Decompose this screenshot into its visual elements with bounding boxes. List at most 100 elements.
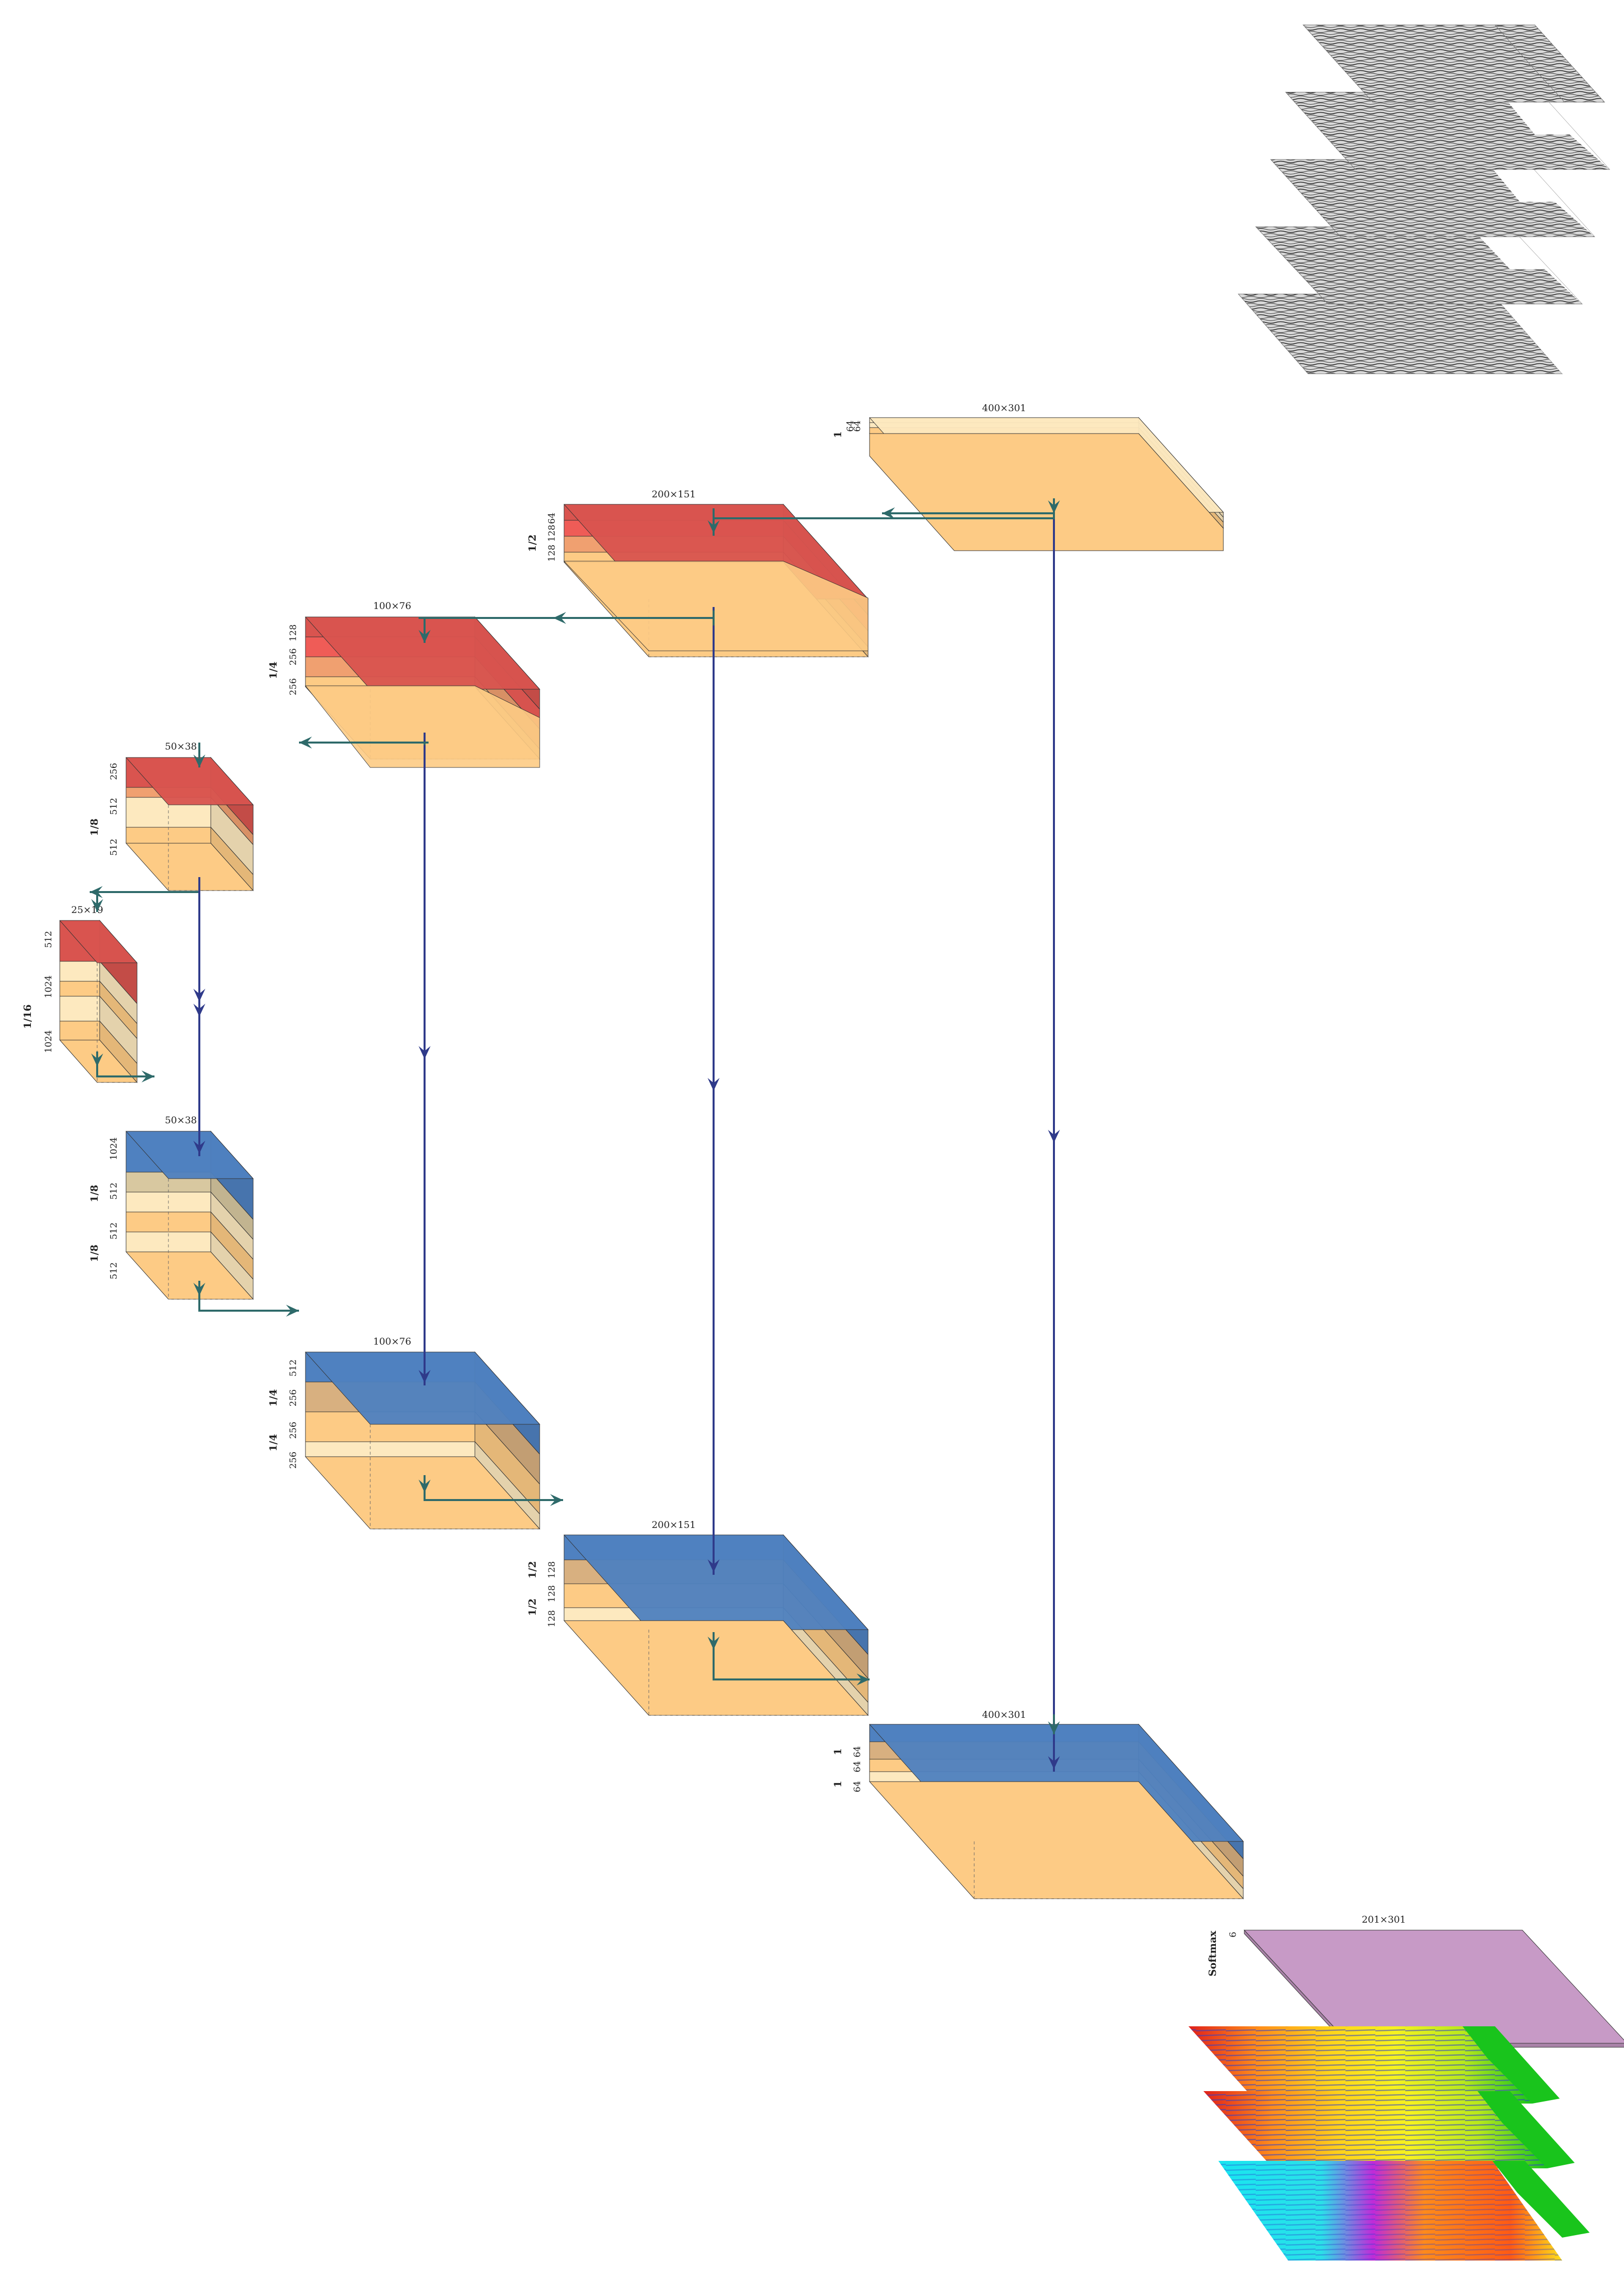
hidden-edge — [974, 1841, 1243, 1899]
hidden-edge — [370, 1424, 540, 1529]
channel-label: 512 — [109, 798, 119, 815]
encoder-block-eighth: 50×38 256 512 512 1/8 — [88, 741, 254, 892]
decoder-block-full: 400×301 64 64 64 1 1 — [832, 1709, 1244, 1900]
channel-label: 64 — [547, 513, 557, 524]
slab-top — [125, 1131, 254, 1179]
encoder-block-quarter: 100×76 128 256 256 1/4 — [267, 601, 541, 768]
flow-arrowhead — [550, 1494, 563, 1506]
channel-label: 1024 — [109, 1137, 119, 1160]
dim-label: 200×151 — [652, 1519, 696, 1530]
scale-label: 1 — [832, 1781, 844, 1788]
dim-label: 50×38 — [165, 741, 197, 752]
softmax-label: Softmax — [1206, 1930, 1218, 1976]
flow-arrowhead — [193, 755, 205, 767]
flow-arrowhead — [857, 1673, 870, 1685]
dim-label: 100×76 — [373, 601, 411, 611]
slab-top — [304, 616, 541, 690]
channel-label: 128 — [547, 1561, 557, 1578]
hidden-edge — [168, 1179, 253, 1300]
input-seismic-stack — [1237, 24, 1611, 374]
dim-label: 50×38 — [165, 1115, 197, 1126]
channel-label: 128 — [547, 525, 557, 542]
channel-label: 128 — [288, 624, 298, 641]
channel-label: 128 — [547, 1585, 557, 1602]
flow-arrowhead — [91, 899, 103, 912]
input-slice — [1270, 159, 1596, 237]
dim-label: 201×301 — [1362, 1914, 1406, 1925]
scale-label: 1/2 — [526, 534, 538, 552]
channel-label: 64 — [845, 421, 856, 432]
input-slice — [1237, 294, 1563, 374]
channel-label: 256 — [109, 763, 119, 780]
channel-label: 1024 — [43, 975, 54, 998]
channel-label: 512 — [109, 1262, 119, 1279]
skip-arrowhead — [193, 989, 205, 1002]
prediction-slice — [1203, 2091, 1575, 2168]
channel-label: 64 — [852, 1761, 863, 1773]
conv-flow-arrow — [713, 513, 1055, 536]
flow-arrowhead — [142, 1070, 154, 1082]
channel-label: 256 — [288, 1422, 298, 1439]
flow-arrowhead — [1048, 1721, 1060, 1734]
slab-top — [59, 920, 138, 963]
softmax-slab — [1243, 1930, 1624, 2044]
channel-label: 256 — [288, 678, 298, 695]
flow-arrowhead — [286, 1305, 299, 1317]
scale-label: 1/16 — [21, 1004, 33, 1029]
upsampling-flow-arrow — [198, 1291, 299, 1312]
slab-floor — [563, 1620, 869, 1716]
hidden-edge — [97, 963, 137, 1083]
scale-label: 1/2 — [526, 1561, 538, 1578]
channel-label: 64 — [852, 1746, 863, 1758]
scale-label: 1 — [832, 1748, 844, 1755]
hidden-edge — [648, 1630, 868, 1716]
scale-label: 1/4 — [267, 661, 279, 679]
channel-label: 512 — [109, 1183, 119, 1200]
skip-arrowhead — [708, 1078, 720, 1091]
channel-label: 64 — [852, 1781, 863, 1793]
slab-front — [59, 961, 100, 982]
channel-label: 128 — [547, 545, 557, 562]
scale-label: 1/8 — [88, 818, 100, 836]
slab-front — [59, 981, 100, 997]
decoder-block-half: 200×151 128 128 128 1/2 1/2 — [526, 1519, 869, 1716]
channel-label: 512 — [288, 1360, 298, 1376]
input-slice — [1285, 92, 1611, 170]
upsampling-flow-arrow — [713, 1640, 870, 1680]
skip-arrowhead — [1048, 1130, 1060, 1143]
channel-label: 256 — [288, 1389, 298, 1406]
input-slice — [1302, 24, 1606, 103]
scale-label: 1/4 — [267, 1389, 279, 1406]
dim-label: 200×151 — [652, 489, 696, 500]
slab-front — [305, 1441, 475, 1457]
slab-top — [304, 1352, 541, 1425]
flow-arrowhead — [419, 630, 431, 643]
conv-slab — [869, 433, 1224, 551]
scale-label: 1 — [832, 431, 844, 438]
softmax-block: 201×301 6 Softmax — [1206, 1914, 1624, 2048]
prediction-slice — [1218, 2161, 1590, 2261]
pooling-flow-arrow — [419, 617, 715, 625]
channel-label: 256 — [288, 648, 298, 665]
input-slice — [1255, 226, 1583, 304]
scale-label: 1/8 — [88, 1244, 100, 1262]
flow-arrowhead — [553, 612, 566, 624]
decoder-block-eighth: 50×38 1024 512 512 512 1/8 1/8 — [88, 1115, 254, 1300]
conv-slab — [304, 685, 540, 768]
channel-label: 256 — [288, 1452, 298, 1469]
channel-label: 1024 — [43, 1030, 54, 1053]
scale-label: 1/8 — [88, 1185, 100, 1202]
flow-arrowhead — [1048, 500, 1060, 513]
flow-arrowhead — [299, 737, 312, 749]
slab-front — [59, 996, 100, 1022]
flow-arrowhead — [708, 1637, 720, 1650]
hidden-edge — [168, 805, 253, 891]
channel-label: 512 — [109, 1222, 119, 1239]
skip-arrowhead — [419, 1370, 431, 1383]
channel-label: 6 — [1228, 1932, 1238, 1937]
flow-arrowhead — [882, 507, 895, 519]
prediction-slice — [1188, 2026, 1560, 2104]
